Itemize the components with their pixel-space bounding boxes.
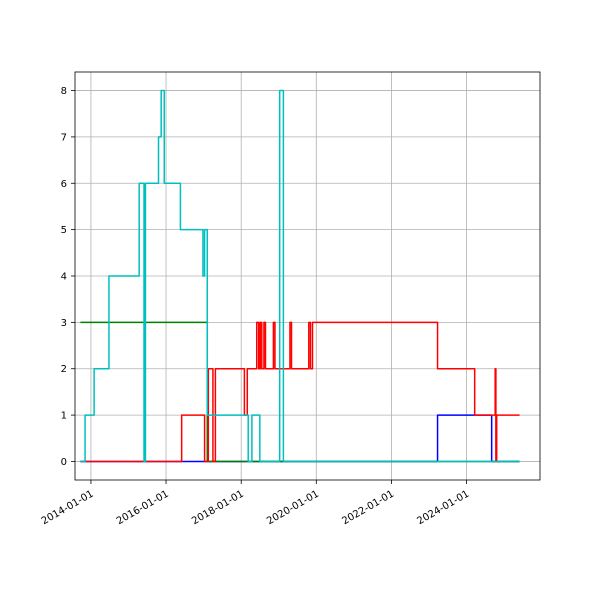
series-line-4 xyxy=(80,89,520,463)
y-tick-label: 7 xyxy=(61,132,67,143)
y-tick-label: 8 xyxy=(61,86,67,97)
y-tick-label: 3 xyxy=(61,318,67,329)
series-line-3 xyxy=(80,321,520,463)
y-tick-label: 0 xyxy=(61,457,67,468)
grid xyxy=(75,72,540,480)
y-tick-label: 2 xyxy=(61,364,67,375)
y-tick-label: 4 xyxy=(61,272,67,283)
y-tick-label: 1 xyxy=(61,411,67,422)
y-tick-label: 5 xyxy=(61,225,67,236)
series-group xyxy=(80,89,520,463)
y-axis: 0 1 2 3 4 5 6 7 8 xyxy=(61,86,75,468)
y-tick-label: 6 xyxy=(61,179,67,190)
